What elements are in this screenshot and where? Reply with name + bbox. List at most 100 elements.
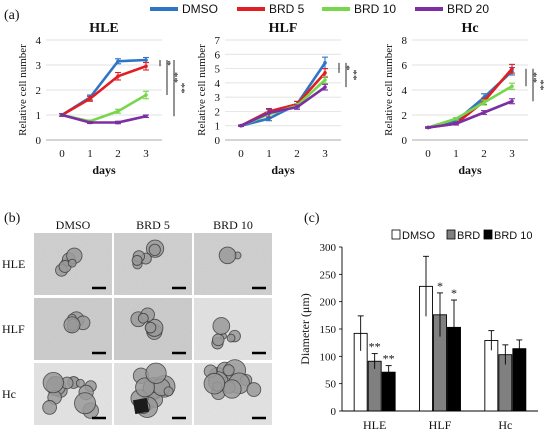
y-tick-label: 150 [320,324,337,336]
micrograph-texture [194,233,272,295]
x-tick-label: 1 [87,148,93,160]
significance-mark: ** [383,352,395,366]
micrograph-row-label: Hc [2,387,16,401]
y-tick-label: 1 [215,121,221,133]
x-axis-label: days [92,163,116,177]
y-tick-label: 50 [325,379,337,391]
series-line-2 [427,85,513,129]
y-tick-label: 0 [331,406,337,418]
x-tick-label: 3 [143,148,149,160]
y-tick-label: 4 [402,85,408,97]
legend-label-2: BRD 10 [354,2,396,16]
series-line-3 [240,86,326,127]
bar-legend-label-0: DMSO [402,230,435,242]
y-axis-label: Relative cell number [196,44,208,136]
data-point [267,111,271,115]
data-point [510,66,514,71]
x-tick-label: 1 [266,148,272,160]
significance-mark: ** [175,83,187,94]
y-tick-label: 3 [215,92,221,104]
x-tick-label: 1 [453,148,459,160]
data-point [295,105,299,109]
cell-blob [67,258,77,268]
y-tick-label: 0 [215,135,221,147]
cell-blob [63,316,81,334]
series-line-0 [240,62,327,127]
data-point [144,114,148,119]
cell-blob [222,379,242,399]
cell-blob [42,400,57,415]
data-point [239,123,243,128]
cell-blob [226,333,236,343]
significance-mark: ** [369,340,381,354]
data-point [510,84,514,89]
data-point [144,64,148,69]
data-point [116,120,120,125]
cell-blob [144,321,157,334]
x-axis-label: days [271,163,295,177]
legend-label-0: DMSO [182,2,218,16]
cell-blob [42,372,64,394]
data-point [510,99,514,104]
data-point [454,116,458,121]
cell-blob [163,386,174,397]
y-axis-label: Relative cell number [383,44,395,136]
category-label: Hc [498,418,512,432]
micrograph-column-label: BRD 10 [213,218,253,232]
y-tick-label: 250 [320,269,337,281]
y-tick-label: 4 [36,35,42,47]
data-point [482,110,486,115]
micrograph-column-label: BRD 5 [136,218,170,232]
chart-title: HLE [89,21,119,36]
chart-title: Hc [461,21,478,36]
micrograph-row-label: HLF [2,322,25,336]
micrograph-column-label: DMSO [56,218,91,232]
y-tick-label: 0 [36,135,42,147]
cell-blob [222,364,235,377]
data-point [116,74,120,79]
data-point [116,59,120,64]
cell-blob [145,362,167,384]
y-tick-label: 2 [215,106,221,118]
data-point [144,58,148,62]
micrograph-row-label: HLE [2,257,25,271]
data-point [88,96,92,101]
panel-label-b: (b) [4,211,21,226]
x-tick-label: 3 [509,148,515,160]
bar-legend-label-2: BRD 10 [494,230,533,242]
y-tick-label: 2 [36,85,42,97]
x-tick-label: 2 [115,148,121,160]
significance-mark: ** [347,70,359,81]
cell-blob [246,382,262,397]
cell-blob [137,312,149,324]
x-tick-label: 3 [322,148,328,160]
y-axis-label: Diameter (μm) [298,293,312,364]
chart-title: HLF [269,21,298,36]
data-point [482,100,486,105]
data-point [144,93,148,97]
y-tick-label: 100 [320,351,337,363]
x-tick-label: 0 [59,148,65,160]
bar-legend-swatch-0 [391,229,401,240]
x-axis-label: days [458,163,482,177]
y-tick-label: 1 [36,110,42,122]
y-tick-label: 5 [215,64,221,76]
data-point [323,78,327,82]
x-tick-label: 2 [294,148,300,160]
cell-blob [148,243,161,256]
cell-blob [75,378,85,388]
cell-blob [212,317,231,335]
series-line-1 [61,65,147,117]
bar [484,340,499,412]
data-point [88,120,92,125]
data-point [323,61,327,65]
legend-label-3: BRD 20 [447,2,489,16]
chart-hlf: HLF 0 1 2 3 4 5 6 7 0 1 2 3 days Relative cell number *… [196,21,359,177]
line-legend: DMSO BRD 5 BRD 10 BRD 20 [150,2,489,16]
y-tick-label: 6 [215,49,221,61]
micrograph-texture [34,363,112,425]
y-tick-label: 7 [215,35,221,47]
